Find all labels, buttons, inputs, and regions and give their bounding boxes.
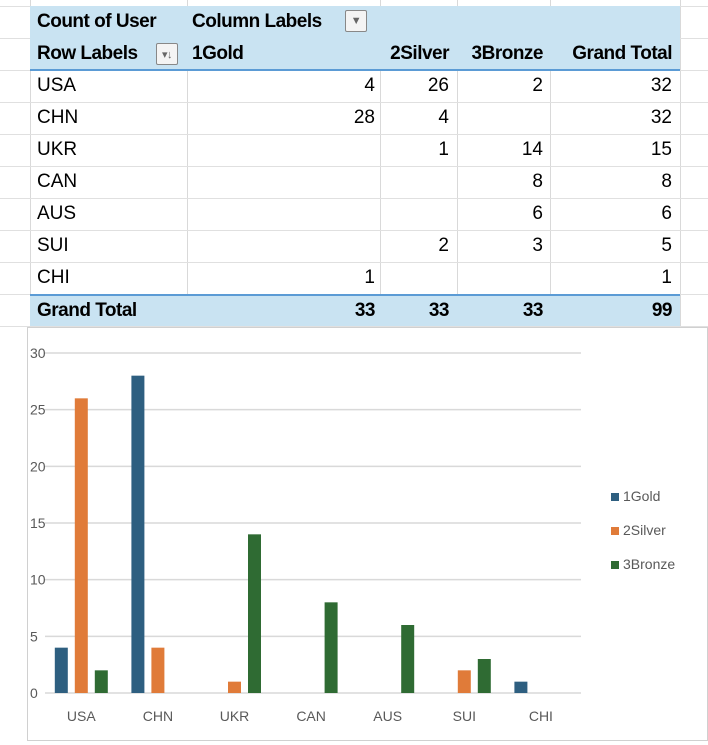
bar-2silver-sui <box>457 670 471 693</box>
column-header-gold: 1Gold <box>192 42 244 64</box>
y-tick-label: 15 <box>30 515 46 531</box>
bar-1gold-chn <box>131 375 145 693</box>
pivot-cell: 32 <box>650 75 672 96</box>
row-label: UKR <box>37 139 78 160</box>
pivot-cell: 3 <box>532 235 543 256</box>
bar-1gold-chi <box>514 681 528 693</box>
legend-entry: 2Silver <box>623 522 666 538</box>
pivot-cell: 28 <box>353 107 375 128</box>
row-gridline <box>0 326 708 327</box>
bar-3bronze-usa <box>94 670 108 693</box>
value-field-label: Count of User <box>37 11 157 32</box>
column-gridline <box>30 0 31 330</box>
pivot-row: CAN 8 8 <box>30 166 680 198</box>
x-tick-label: AUS <box>373 708 402 724</box>
row-gridline <box>0 166 708 167</box>
grand-total-silver: 33 <box>428 300 450 321</box>
column-header-silver: 2Silver <box>390 42 449 64</box>
legend-swatch <box>611 561 619 569</box>
x-tick-label: CHN <box>143 708 173 724</box>
column-header-grand-total: Grand Total <box>572 42 672 64</box>
pivot-cell: 1 <box>438 139 449 160</box>
pivot-cell: 1 <box>364 267 375 288</box>
bar-3bronze-aus <box>401 625 415 693</box>
column-labels-header: Column Labels <box>192 11 322 32</box>
grand-total-row: Grand Total 33 33 33 99 <box>30 294 680 326</box>
pivot-cell: 4 <box>438 107 449 128</box>
x-tick-label: SUI <box>453 708 476 724</box>
row-label: AUS <box>37 203 77 224</box>
row-gridline <box>0 230 708 231</box>
pivot-row: UKR 1 14 15 <box>30 134 680 166</box>
bar-3bronze-ukr <box>248 534 261 693</box>
x-tick-label: UKR <box>220 708 250 724</box>
y-tick-label: 5 <box>30 628 38 644</box>
pivot-cell: 15 <box>650 139 672 160</box>
legend-swatch <box>611 527 619 535</box>
row-gridline <box>0 102 708 103</box>
row-label: CAN <box>37 171 78 192</box>
pivot-row: CHN 28 4 32 <box>30 102 680 134</box>
bar-2silver-chn <box>151 647 165 693</box>
row-sort-filter-button[interactable]: ▾↓ <box>156 43 178 65</box>
pivot-row: SUI 2 3 5 <box>30 230 680 262</box>
row-labels-header: Row Labels <box>37 42 138 64</box>
pivot-cell: 8 <box>661 171 672 192</box>
x-tick-label: CHI <box>529 708 553 724</box>
pivot-header-row-1: Count of User Column Labels ▼ <box>30 6 680 38</box>
row-label: SUI <box>37 235 69 256</box>
bar-1gold-usa <box>54 647 68 693</box>
pivot-row: CHI 1 1 <box>30 262 680 294</box>
column-gridline <box>680 0 681 330</box>
pivot-cell: 8 <box>532 171 543 192</box>
pivot-cell: 4 <box>364 75 375 96</box>
column-filter-dropdown-button[interactable]: ▼ <box>345 10 367 32</box>
column-gridline <box>457 0 458 330</box>
row-label: CHN <box>37 107 79 128</box>
grand-total-all: 99 <box>651 300 673 321</box>
pivot-cell: 32 <box>650 107 672 128</box>
row-gridline <box>0 198 708 199</box>
pivot-cell: 14 <box>521 139 543 160</box>
y-tick-label: 25 <box>30 402 46 418</box>
pivot-cell: 6 <box>532 203 543 224</box>
pivot-cell: 1 <box>661 267 672 288</box>
pivot-cell: 5 <box>661 235 672 256</box>
column-gridline <box>187 0 188 330</box>
pivot-row: AUS 6 6 <box>30 198 680 230</box>
x-tick-label: USA <box>67 708 96 724</box>
grand-total-label: Grand Total <box>37 300 137 321</box>
legend-entry: 3Bronze <box>623 556 675 572</box>
pivot-cell: 2 <box>532 75 543 96</box>
pivot-cell: 2 <box>438 235 449 256</box>
legend-entry: 1Gold <box>623 488 660 504</box>
pivot-cell: 26 <box>427 75 449 96</box>
pivot-header-row-2: Row Labels ▾↓ 1Gold 2Silver 3Bronze Gran… <box>30 38 680 71</box>
x-tick-label: CAN <box>296 708 326 724</box>
column-chart[interactable]: 0 5 10 15 20 25 30 USA CHN UKR CAN AUS SUI CHI 1Gold 2S… <box>27 327 708 741</box>
column-header-bronze: 3Bronze <box>471 42 544 64</box>
pivot-row: USA 4 26 2 32 <box>30 70 680 102</box>
y-tick-label: 0 <box>30 685 38 701</box>
column-gridline <box>380 0 381 330</box>
grand-total-gold: 33 <box>354 300 376 321</box>
grand-total-bronze: 33 <box>522 300 544 321</box>
bar-3bronze-sui <box>477 659 491 693</box>
y-tick-label: 10 <box>30 572 46 588</box>
bar-2silver-ukr <box>228 681 241 693</box>
row-gridline <box>0 262 708 263</box>
column-gridline <box>550 0 551 330</box>
pivot-cell: 6 <box>661 203 672 224</box>
row-label: CHI <box>37 267 70 288</box>
legend-swatch <box>611 493 619 501</box>
bar-2silver-usa <box>74 398 88 693</box>
row-label: USA <box>37 75 77 96</box>
chart-svg: 0 5 10 15 20 25 30 USA CHN UKR CAN AUS SUI CHI 1Gold 2S… <box>30 345 675 724</box>
y-tick-label: 20 <box>30 458 46 474</box>
row-gridline <box>0 134 708 135</box>
y-tick-label: 30 <box>30 345 46 361</box>
bar-3bronze-can <box>324 602 338 693</box>
